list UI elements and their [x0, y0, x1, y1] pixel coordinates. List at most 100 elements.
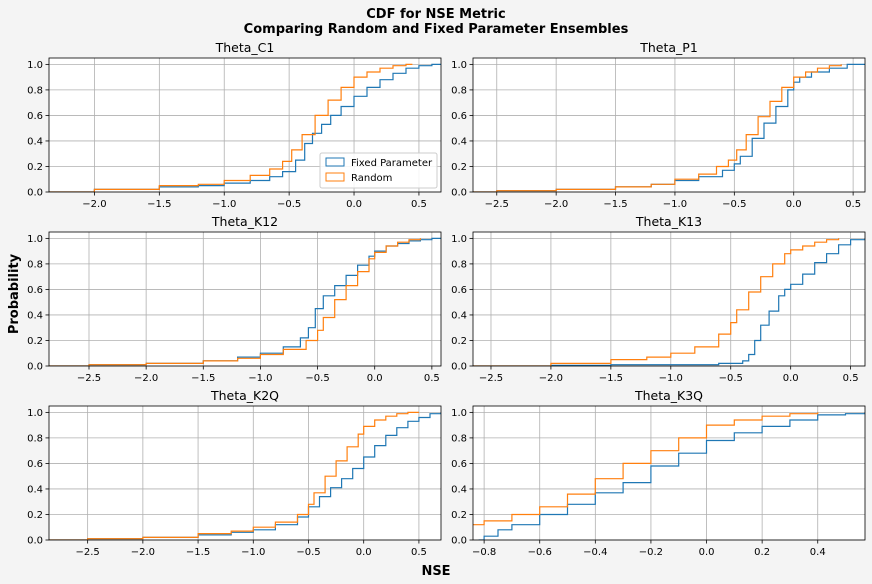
subplot-title: Theta_K3Q	[634, 388, 703, 403]
x-tick-label: −0.5	[296, 547, 320, 558]
x-tick-label: −2.0	[134, 373, 158, 384]
subplot-title: Theta_C1	[215, 40, 275, 55]
x-tick-label: 0.0	[367, 373, 383, 384]
x-tick-label: −1.0	[248, 373, 272, 384]
axes-frame	[48, 231, 442, 367]
y-tick-label: 0.6	[27, 459, 43, 470]
y-tick-label: 0.8	[27, 85, 43, 96]
x-tick-label: −1.0	[212, 199, 236, 210]
y-tick-label: 0.2	[27, 162, 43, 173]
x-tick-label: −1.5	[147, 199, 171, 210]
x-tick-label: 0.0	[346, 199, 362, 210]
y-tick-label: 0.4	[27, 310, 43, 321]
y-tick-label: 0.8	[27, 433, 43, 444]
x-tick-label: 0.0	[356, 547, 372, 558]
cdf-line-random	[473, 412, 819, 526]
x-tick-label: −0.2	[639, 547, 663, 558]
plot-area	[473, 232, 865, 366]
x-tick-label: −2.5	[479, 373, 503, 384]
subplot-4: −2.5 −2.0 −1.5 −1.0 −0.5 0.0 0.5 0.0 0.2 0.4 0.6 0.…	[451, 214, 866, 384]
y-tick-label: 0.8	[451, 433, 467, 444]
cdf-line-random	[473, 238, 840, 366]
x-tick-label: 0.0	[786, 199, 802, 210]
y-tick-label: 1.0	[27, 408, 43, 419]
y-tick-label: 1.0	[451, 408, 467, 419]
subplot-title: Theta_P1	[639, 40, 698, 55]
x-tick-label: −0.5	[722, 199, 746, 210]
plot-area	[473, 58, 865, 192]
x-tick-label: −0.6	[528, 547, 552, 558]
cdf-line-fixed-parameter	[49, 63, 441, 192]
y-tick-label: 0.2	[451, 162, 467, 173]
y-tick-label: 0.8	[451, 259, 467, 270]
x-tick-label: −1.0	[659, 373, 683, 384]
cdf-line-fixed-parameter	[49, 412, 441, 540]
y-tick-label: 1.0	[27, 60, 43, 71]
subplot-1: −2.0 −1.5 −1.0 −0.5 0.0 0.5 0.0 0.2 0.4 0.6 0.8 1.0…	[27, 40, 442, 210]
plot-area	[49, 232, 441, 366]
subplot-title: Theta_K12	[211, 214, 278, 229]
cdf-line-random	[473, 64, 842, 192]
axes-frame	[472, 231, 866, 367]
y-tick-label: 0.0	[451, 536, 467, 547]
y-tick-label: 0.2	[451, 336, 467, 347]
x-tick-label: 0.0	[783, 373, 799, 384]
y-tick-label: 0.0	[451, 362, 467, 373]
y-tick-label: 1.0	[27, 234, 43, 245]
y-tick-label: 0.4	[451, 310, 467, 321]
y-tick-label: 1.0	[451, 234, 467, 245]
x-tick-label: −1.0	[663, 199, 687, 210]
x-tick-label: −2.0	[539, 373, 563, 384]
x-tick-label: −1.5	[191, 373, 215, 384]
y-tick-label: 0.8	[27, 259, 43, 270]
x-tick-label: −1.5	[603, 199, 627, 210]
y-tick-label: 0.0	[27, 362, 43, 373]
x-tick-label: −1.5	[599, 373, 623, 384]
x-tick-label: 0.5	[845, 199, 861, 210]
y-tick-label: 0.2	[27, 336, 43, 347]
x-tick-label: 0.4	[810, 547, 826, 558]
axes-frame	[48, 57, 442, 193]
y-tick-label: 0.4	[27, 136, 43, 147]
y-tick-label: 0.8	[451, 85, 467, 96]
x-tick-label: −0.5	[719, 373, 743, 384]
y-tick-label: 1.0	[451, 60, 467, 71]
x-tick-label: −1.0	[241, 547, 265, 558]
figure-title-line2: Comparing Random and Fixed Parameter Ens…	[244, 22, 629, 37]
subplot-5: −2.5 −2.0 −1.5 −1.0 −0.5 0.0 0.5 0.0 0.2 0.4 0.6 0.…	[27, 388, 442, 558]
legend-label-fixed: Fixed Parameter	[351, 158, 433, 169]
x-tick-label: −2.5	[485, 199, 509, 210]
axes-frame	[472, 405, 866, 541]
y-tick-label: 0.6	[451, 459, 467, 470]
y-tick-label: 0.2	[451, 510, 467, 521]
legend-box	[319, 152, 438, 189]
y-tick-label: 0.6	[451, 111, 467, 122]
legend-swatch-random	[325, 172, 345, 182]
subplot-3: −2.5 −2.0 −1.5 −1.0 −0.5 0.0 0.5 0.0 0.2 0.4 0.6 0.…	[27, 214, 442, 384]
x-tick-label: −2.0	[82, 199, 106, 210]
x-tick-label: 0.5	[843, 373, 859, 384]
x-tick-label: 0.2	[754, 547, 770, 558]
y-tick-label: 0.4	[451, 484, 467, 495]
y-tick-label: 0.4	[451, 136, 467, 147]
x-axis-label: NSE	[421, 564, 450, 579]
axes-frame	[48, 405, 442, 541]
x-tick-label: −1.5	[186, 547, 210, 558]
y-tick-label: 0.0	[451, 188, 467, 199]
x-tick-label: −2.5	[75, 547, 99, 558]
y-tick-label: 0.4	[27, 484, 43, 495]
x-tick-label: −0.4	[583, 547, 607, 558]
cdf-line-random	[49, 238, 421, 366]
plot-area	[473, 406, 865, 540]
x-tick-label: −0.8	[472, 547, 496, 558]
axes-frame	[472, 57, 866, 193]
subplot-6: −0.8 −0.6 −0.4 −0.2 0.0 0.2 0.4 0.0 0.2 0.4 0.6 0.8…	[451, 388, 866, 558]
x-tick-label: 0.5	[424, 373, 440, 384]
legend-swatch-fixed	[325, 157, 345, 167]
cdf-line-random	[49, 63, 413, 192]
y-tick-label: 0.6	[27, 285, 43, 296]
subplot-title: Theta_K13	[635, 214, 702, 229]
y-axis-label: Probability	[7, 253, 22, 334]
cdf-line-fixed-parameter	[478, 412, 865, 540]
